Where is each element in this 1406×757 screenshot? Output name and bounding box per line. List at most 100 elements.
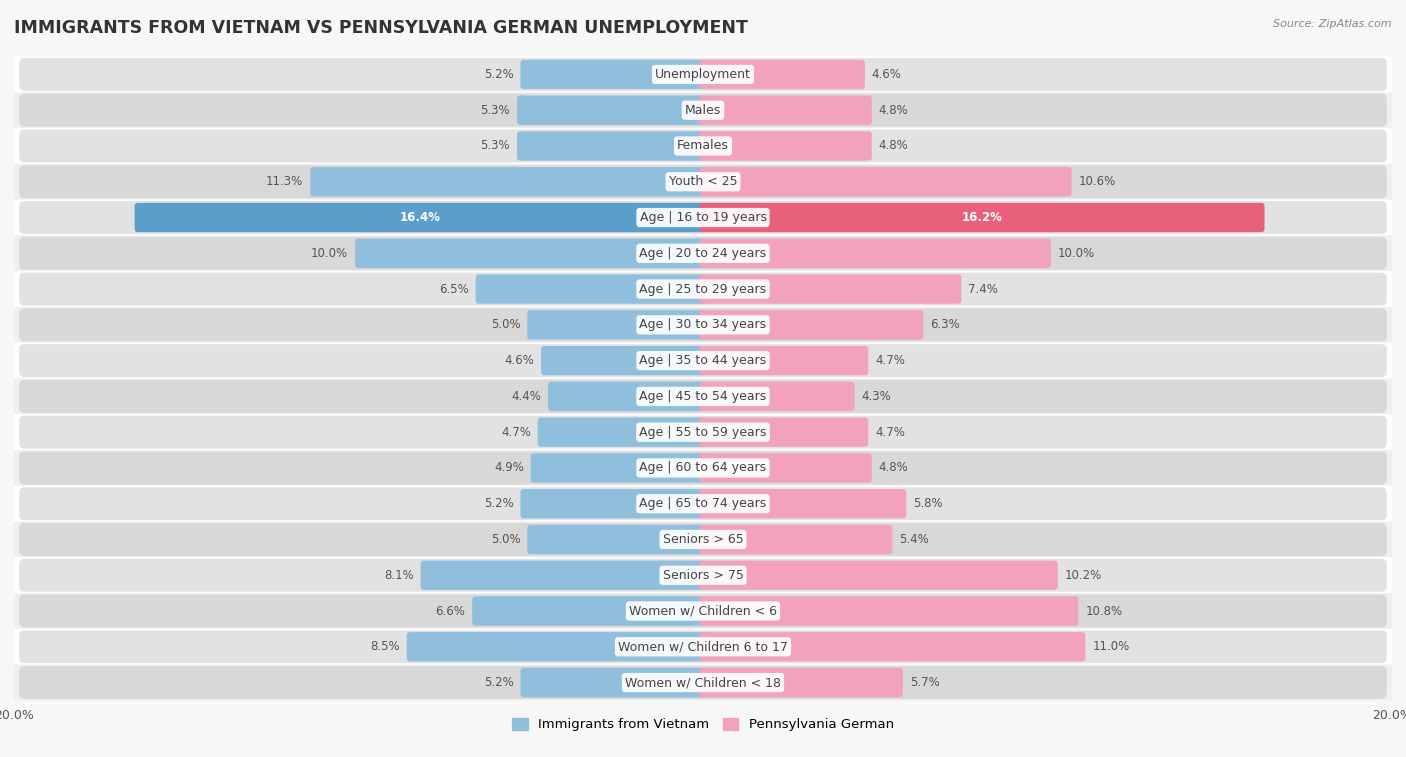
Text: 11.0%: 11.0% bbox=[1092, 640, 1129, 653]
FancyBboxPatch shape bbox=[20, 488, 1386, 520]
FancyBboxPatch shape bbox=[20, 666, 1386, 699]
FancyBboxPatch shape bbox=[14, 450, 1392, 486]
FancyBboxPatch shape bbox=[537, 418, 706, 447]
Text: 5.4%: 5.4% bbox=[900, 533, 929, 546]
FancyBboxPatch shape bbox=[700, 167, 1071, 196]
Text: 16.2%: 16.2% bbox=[962, 211, 1002, 224]
Text: 5.2%: 5.2% bbox=[484, 676, 513, 689]
Text: Age | 55 to 59 years: Age | 55 to 59 years bbox=[640, 425, 766, 438]
Text: 5.0%: 5.0% bbox=[491, 319, 520, 332]
FancyBboxPatch shape bbox=[20, 344, 1386, 377]
Text: 11.3%: 11.3% bbox=[266, 176, 304, 188]
FancyBboxPatch shape bbox=[20, 451, 1386, 484]
Text: 4.8%: 4.8% bbox=[879, 104, 908, 117]
FancyBboxPatch shape bbox=[20, 237, 1386, 269]
FancyBboxPatch shape bbox=[700, 310, 924, 339]
FancyBboxPatch shape bbox=[520, 668, 706, 697]
FancyBboxPatch shape bbox=[14, 343, 1392, 378]
FancyBboxPatch shape bbox=[20, 523, 1386, 556]
Text: 4.3%: 4.3% bbox=[862, 390, 891, 403]
Text: 4.6%: 4.6% bbox=[505, 354, 534, 367]
FancyBboxPatch shape bbox=[700, 131, 872, 160]
Text: 5.8%: 5.8% bbox=[912, 497, 943, 510]
Text: 5.2%: 5.2% bbox=[484, 68, 513, 81]
FancyBboxPatch shape bbox=[406, 632, 706, 662]
Text: Youth < 25: Youth < 25 bbox=[669, 176, 737, 188]
Text: 5.3%: 5.3% bbox=[481, 139, 510, 152]
Text: 5.7%: 5.7% bbox=[910, 676, 939, 689]
FancyBboxPatch shape bbox=[14, 128, 1392, 164]
Text: 4.4%: 4.4% bbox=[512, 390, 541, 403]
Text: 5.3%: 5.3% bbox=[481, 104, 510, 117]
FancyBboxPatch shape bbox=[20, 559, 1386, 592]
FancyBboxPatch shape bbox=[20, 416, 1386, 449]
FancyBboxPatch shape bbox=[14, 307, 1392, 343]
FancyBboxPatch shape bbox=[20, 380, 1386, 413]
FancyBboxPatch shape bbox=[700, 668, 903, 697]
Text: Source: ZipAtlas.com: Source: ZipAtlas.com bbox=[1274, 19, 1392, 29]
Text: Seniors > 75: Seniors > 75 bbox=[662, 569, 744, 581]
FancyBboxPatch shape bbox=[517, 131, 706, 160]
Text: 4.7%: 4.7% bbox=[501, 425, 531, 438]
FancyBboxPatch shape bbox=[14, 486, 1392, 522]
FancyBboxPatch shape bbox=[20, 308, 1386, 341]
FancyBboxPatch shape bbox=[356, 238, 706, 268]
FancyBboxPatch shape bbox=[14, 593, 1392, 629]
FancyBboxPatch shape bbox=[20, 129, 1386, 163]
Text: Women w/ Children < 18: Women w/ Children < 18 bbox=[626, 676, 780, 689]
FancyBboxPatch shape bbox=[420, 561, 706, 590]
FancyBboxPatch shape bbox=[517, 95, 706, 125]
FancyBboxPatch shape bbox=[20, 165, 1386, 198]
FancyBboxPatch shape bbox=[14, 522, 1392, 557]
Text: Women w/ Children < 6: Women w/ Children < 6 bbox=[628, 605, 778, 618]
Text: Age | 20 to 24 years: Age | 20 to 24 years bbox=[640, 247, 766, 260]
FancyBboxPatch shape bbox=[20, 594, 1386, 628]
FancyBboxPatch shape bbox=[700, 632, 1085, 662]
Text: 4.9%: 4.9% bbox=[494, 462, 524, 475]
FancyBboxPatch shape bbox=[700, 418, 869, 447]
FancyBboxPatch shape bbox=[14, 378, 1392, 414]
FancyBboxPatch shape bbox=[700, 453, 872, 483]
FancyBboxPatch shape bbox=[135, 203, 706, 232]
FancyBboxPatch shape bbox=[700, 525, 893, 554]
Text: Seniors > 65: Seniors > 65 bbox=[662, 533, 744, 546]
FancyBboxPatch shape bbox=[14, 271, 1392, 307]
FancyBboxPatch shape bbox=[700, 238, 1050, 268]
Text: 8.1%: 8.1% bbox=[384, 569, 413, 581]
FancyBboxPatch shape bbox=[520, 60, 706, 89]
FancyBboxPatch shape bbox=[531, 453, 706, 483]
Text: 10.6%: 10.6% bbox=[1078, 176, 1116, 188]
FancyBboxPatch shape bbox=[14, 665, 1392, 700]
FancyBboxPatch shape bbox=[527, 525, 706, 554]
Text: Males: Males bbox=[685, 104, 721, 117]
Text: 4.6%: 4.6% bbox=[872, 68, 901, 81]
Text: Age | 30 to 34 years: Age | 30 to 34 years bbox=[640, 319, 766, 332]
FancyBboxPatch shape bbox=[20, 201, 1386, 234]
Text: Unemployment: Unemployment bbox=[655, 68, 751, 81]
FancyBboxPatch shape bbox=[311, 167, 706, 196]
Text: Age | 35 to 44 years: Age | 35 to 44 years bbox=[640, 354, 766, 367]
Text: 10.8%: 10.8% bbox=[1085, 605, 1122, 618]
FancyBboxPatch shape bbox=[520, 489, 706, 519]
FancyBboxPatch shape bbox=[700, 597, 1078, 626]
FancyBboxPatch shape bbox=[700, 346, 869, 375]
FancyBboxPatch shape bbox=[14, 164, 1392, 200]
Text: Age | 25 to 29 years: Age | 25 to 29 years bbox=[640, 282, 766, 295]
FancyBboxPatch shape bbox=[548, 382, 706, 411]
Text: 5.0%: 5.0% bbox=[491, 533, 520, 546]
FancyBboxPatch shape bbox=[700, 274, 962, 304]
Text: 5.2%: 5.2% bbox=[484, 497, 513, 510]
FancyBboxPatch shape bbox=[700, 60, 865, 89]
FancyBboxPatch shape bbox=[14, 557, 1392, 593]
Text: 4.8%: 4.8% bbox=[879, 462, 908, 475]
Text: 6.3%: 6.3% bbox=[931, 319, 960, 332]
FancyBboxPatch shape bbox=[14, 57, 1392, 92]
FancyBboxPatch shape bbox=[472, 597, 706, 626]
FancyBboxPatch shape bbox=[20, 273, 1386, 306]
Text: Age | 45 to 54 years: Age | 45 to 54 years bbox=[640, 390, 766, 403]
FancyBboxPatch shape bbox=[700, 95, 872, 125]
FancyBboxPatch shape bbox=[14, 200, 1392, 235]
FancyBboxPatch shape bbox=[527, 310, 706, 339]
Text: 8.5%: 8.5% bbox=[370, 640, 399, 653]
Text: 10.0%: 10.0% bbox=[1057, 247, 1095, 260]
